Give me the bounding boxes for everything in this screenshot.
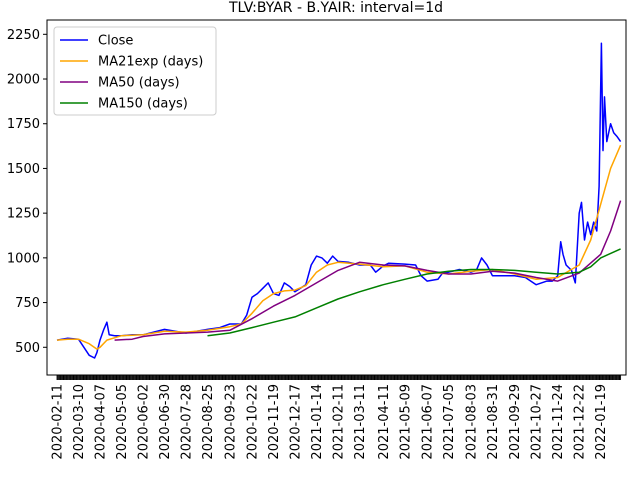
x-tick-label-11: 2020-12-17 [289, 384, 304, 460]
x-tick-label-7: 2020-08-25 [201, 384, 216, 460]
x-tick-label-1: 2020-03-10 [72, 384, 87, 460]
x-tick-label-12: 2021-01-14 [310, 384, 325, 460]
x-tick-label-16: 2021-05-09 [398, 384, 413, 460]
x-tick-label-2: 2020-04-07 [94, 384, 109, 460]
chart-title: TLV:BYAR - B.YAIR: interval=1d [228, 0, 443, 16]
x-tick-label-4: 2020-06-02 [137, 384, 152, 460]
series-line-3 [207, 248, 621, 337]
x-tick-label-22: 2021-10-27 [530, 384, 545, 460]
x-tick-label-8: 2020-09-23 [223, 384, 238, 460]
legend-label-2: MA50 (days) [98, 76, 180, 91]
series-line-1 [56, 144, 622, 350]
legend: Close MA21exp (days) MA50 (days) MA150 (day… [53, 26, 217, 116]
x-tick-label-25: 2022-01-19 [594, 384, 609, 460]
x-tick-label-14: 2021-03-11 [353, 384, 368, 460]
x-tick-label-20: 2021-08-31 [486, 384, 501, 460]
y-tick-label-7: 2250 [7, 28, 40, 43]
y-tick-label-0: 500 [15, 341, 40, 356]
y-tick-label-2: 1000 [7, 251, 40, 266]
y-tick-label-3: 1250 [7, 207, 40, 222]
y-tick-label-4: 1500 [7, 162, 40, 177]
x-tick-label-10: 2020-11-19 [267, 384, 282, 460]
x-tick-label-19: 2021-08-03 [464, 384, 479, 460]
series-line-2 [114, 200, 622, 341]
x-tick-label-6: 2020-07-28 [180, 384, 195, 460]
x-tick-label-5: 2020-06-30 [158, 384, 173, 460]
y-tick-label-1: 750 [15, 296, 40, 311]
x-tick-label-15: 2021-04-11 [377, 384, 392, 460]
x-tick-label-3: 2020-05-05 [115, 384, 130, 460]
x-tick-label-23: 2021-11-24 [551, 384, 566, 460]
x-tick-label-9: 2020-10-22 [246, 384, 261, 460]
x-tick-label-24: 2021-12-22 [573, 384, 588, 460]
legend-label-3: MA150 (days) [98, 97, 188, 112]
x-tick-label-18: 2021-07-05 [442, 384, 457, 460]
x-tick-label-13: 2021-02-11 [332, 384, 347, 460]
x-tick-label-17: 2021-06-07 [421, 384, 436, 460]
plot-area [56, 42, 622, 359]
legend-box [53, 26, 217, 116]
y-tick-label-6: 2000 [7, 73, 40, 88]
axes: 500 750 1000 1250 1500 1750 2000 2250 2020-02-11… [7, 19, 627, 460]
x-tick-label-0: 2020-02-11 [51, 384, 66, 460]
legend-label-1: MA21exp (days) [98, 55, 203, 70]
legend-label-0: Close [98, 34, 133, 49]
y-tick-label-5: 1750 [7, 117, 40, 132]
x-tick-label-21: 2021-09-29 [508, 384, 523, 460]
